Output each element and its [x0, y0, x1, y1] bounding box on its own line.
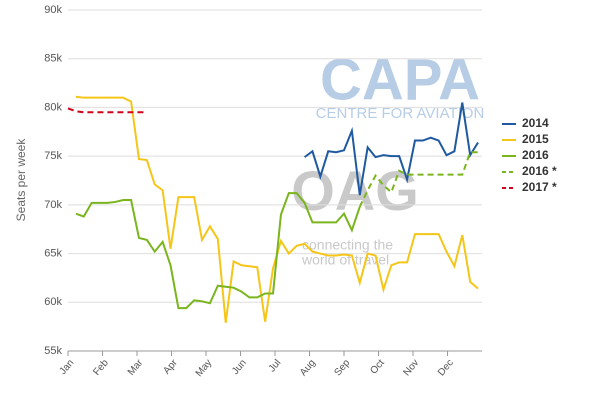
y-tick-label: 80k: [44, 101, 62, 113]
x-tick-label: Jan: [58, 358, 77, 377]
y-tick-label: 75k: [44, 150, 62, 162]
x-tick-label: Nov: [401, 358, 421, 379]
series-line: [67, 107, 147, 114]
watermark-text: connecting the: [302, 237, 393, 253]
series-line: [358, 151, 479, 208]
y-tick-label: 70k: [44, 199, 62, 211]
x-tick-label: Mar: [126, 357, 146, 378]
series-line: [75, 192, 361, 310]
watermark-text: CAPA: [320, 47, 480, 112]
legend-label: 2016: [522, 148, 549, 162]
series-line: [303, 102, 479, 196]
x-tick-label: Dec: [436, 358, 456, 379]
y-axis-label: Seats per week: [14, 138, 28, 222]
legend-label: 2014: [522, 116, 549, 130]
watermark: CAPA CENTRE FOR AVIATION OAG connecting …: [291, 47, 484, 267]
y-tick-label: 60k: [44, 296, 62, 308]
legend-label: 2016 *: [522, 164, 557, 178]
x-tick-label: Feb: [91, 357, 111, 378]
watermark-text: OAG: [291, 159, 419, 222]
x-tick-label: Aug: [298, 358, 318, 379]
y-tick-label: 65k: [44, 247, 62, 259]
y-tick-label: 90k: [44, 4, 62, 16]
y-tick-label: 85k: [44, 53, 62, 65]
y-tick-label: 55k: [44, 345, 62, 357]
legend-label: 2015: [522, 132, 549, 146]
x-tick-label: Jun: [230, 358, 249, 377]
x-tick-label: Apr: [161, 357, 180, 377]
watermark-text: CENTRE FOR AVIATION: [316, 105, 485, 122]
legend-label: 2017 *: [522, 180, 557, 194]
x-tick-label: Jul: [267, 358, 284, 375]
x-tick-label: Sep: [332, 357, 352, 378]
x-tick-label: May: [194, 358, 215, 380]
x-tick-label: Oct: [368, 357, 387, 376]
